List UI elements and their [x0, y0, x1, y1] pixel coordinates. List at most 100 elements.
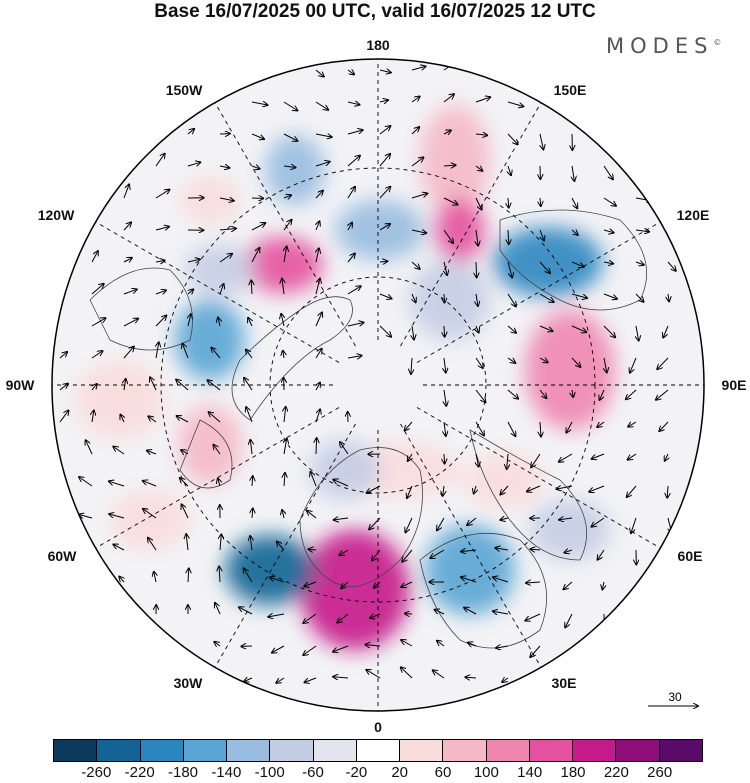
wind-arrow [86, 440, 93, 455]
colorbar-segment [227, 740, 271, 761]
wind-arrow [539, 293, 554, 302]
wind-arrow [248, 318, 252, 327]
wind-arrow [507, 293, 516, 306]
wind-arrow [527, 485, 541, 492]
wind-arrow [187, 259, 200, 262]
wind-arrow [316, 383, 320, 391]
wind-arrow [444, 453, 445, 464]
wind-arrow [407, 485, 413, 498]
wind-arrow [123, 319, 138, 327]
colorbar-segment [356, 740, 401, 761]
wind-arrow [496, 646, 509, 648]
wind-arrow [600, 389, 605, 400]
wind-arrow [467, 517, 477, 525]
wind-arrow [220, 284, 224, 295]
wind-arrow [430, 549, 445, 558]
colorbar-segment [183, 740, 228, 761]
colorbar-tick-label: 220 [603, 764, 629, 781]
wind-arrow [412, 293, 416, 302]
wind-arrow [412, 325, 414, 340]
colorbar-segment [140, 740, 184, 761]
wind-arrow [443, 485, 444, 496]
wind-arrow [379, 325, 391, 337]
wind-arrow [628, 453, 637, 460]
wind-arrow [507, 261, 512, 277]
wind-arrow [628, 422, 637, 427]
wind-arrow [180, 478, 189, 487]
wind-arrow [598, 549, 605, 560]
wind-arrow [340, 442, 349, 455]
wind-arrow [143, 509, 157, 519]
wind-arrow [155, 154, 165, 167]
wind-arrow [636, 325, 639, 341]
wind-arrow [379, 261, 387, 262]
wind-arrow [433, 670, 445, 679]
wind-arrow [333, 645, 349, 652]
wind-arrow [667, 485, 668, 498]
wind-arrow [540, 197, 541, 206]
wind-arrow [303, 645, 317, 655]
anomaly-blob [178, 405, 242, 485]
wind-arrow [475, 97, 490, 103]
wind-arrow [411, 97, 420, 103]
wind-arrow [150, 377, 157, 391]
wind-arrow [283, 195, 291, 198]
wind-arrow [635, 230, 649, 232]
wind-arrow [251, 133, 264, 139]
wind-arrow [244, 678, 253, 681]
wind-arrow [251, 102, 268, 105]
wind-arrow [182, 344, 189, 359]
wind-arrow [347, 130, 363, 135]
wind-arrow [91, 251, 98, 263]
wind-arrow [401, 667, 413, 679]
wind-arrow [571, 325, 586, 332]
wind-arrow [307, 511, 317, 519]
lon-label-0: 0 [374, 719, 382, 735]
wind-arrow [251, 248, 260, 263]
wind-arrow [219, 229, 236, 231]
lon-label-90w: 90W [5, 377, 35, 393]
wind-arrow [79, 515, 93, 519]
wind-arrow [211, 348, 221, 359]
wind-arrow [657, 357, 669, 369]
wind-arrow [109, 514, 125, 519]
wind-arrow [316, 438, 317, 455]
wind-arrow [405, 614, 413, 615]
wind-arrow [507, 453, 508, 469]
wind-arrow [531, 453, 541, 467]
wind-arrow [526, 582, 541, 583]
wind-arrow [272, 645, 285, 653]
wind-arrow [437, 517, 445, 530]
wind-arrow [435, 610, 445, 615]
wind-arrow [283, 101, 297, 111]
wind-arrow [461, 577, 477, 583]
wind-arrow [402, 549, 413, 562]
wind-arrow [571, 230, 578, 235]
wind-arrow [411, 127, 419, 135]
wind-arrow [507, 421, 515, 436]
wind-arrow [251, 166, 260, 169]
wind-arrow [365, 645, 381, 646]
colorbar-tick-label: 260 [647, 764, 673, 781]
lon-label-90e: 90E [721, 377, 747, 393]
wind-arrow [559, 518, 573, 520]
wind-arrow [500, 485, 509, 495]
colorbar-segment [313, 740, 357, 761]
wind-arrow [239, 607, 253, 615]
wind-arrow [507, 389, 518, 399]
wind-arrow [59, 352, 67, 359]
wind-arrow [219, 166, 229, 168]
wind-arrow [444, 421, 446, 436]
wind-arrow [347, 156, 360, 167]
wind-arrow [604, 357, 607, 373]
wind-arrow [367, 485, 381, 493]
wind-arrow [155, 227, 169, 230]
wind-arrow [443, 197, 458, 205]
colorbar-tick-label: -260 [81, 764, 112, 781]
wind-arrow [188, 569, 189, 583]
wind-arrow [602, 581, 604, 589]
wind-arrow [148, 538, 157, 551]
wind-arrow [366, 670, 381, 679]
colorbar-ticks: -260 -220 -180 -140 -100 -60 -20 20 60 100 140 180 2… [0, 764, 750, 782]
wind-arrow [124, 379, 126, 391]
